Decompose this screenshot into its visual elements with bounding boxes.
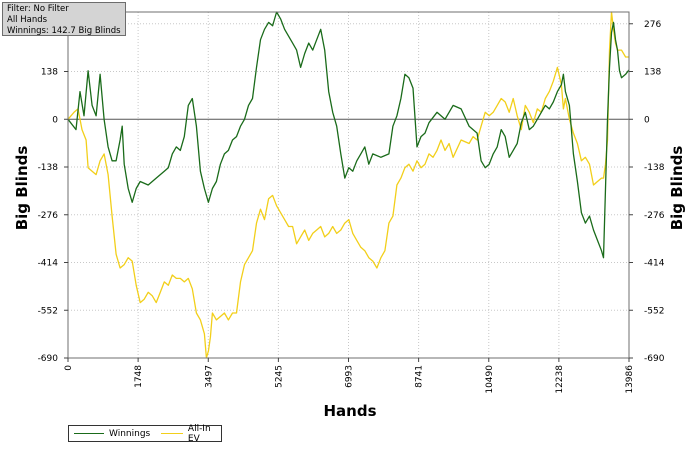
legend-swatch-winnings — [74, 433, 104, 434]
y-tick-label-right: 276 — [644, 20, 661, 30]
x-tick-label: 13986 — [625, 365, 635, 394]
y-tick-label-right: -276 — [644, 211, 665, 221]
series-group — [67, 11, 630, 359]
legend-label-winnings: Winnings — [109, 428, 151, 439]
legend-item-winnings: Winnings — [74, 429, 150, 439]
chart-frame — [64, 11, 633, 362]
filter-info-box: Filter: No Filter All Hands Winnings: 14… — [2, 2, 126, 36]
y-tick-label-left: 138 — [41, 68, 58, 78]
y-tick-label-right: -138 — [644, 163, 665, 173]
legend-item-allin-ev: All-In EV — [161, 424, 215, 444]
legend: Winnings All-In EV — [68, 424, 222, 444]
x-axis-title: Hands — [323, 402, 376, 420]
y-tick-label-right: -414 — [644, 259, 665, 269]
y-axis-title-left: Big Blinds — [13, 146, 31, 231]
x-tick-label: 10490 — [485, 365, 495, 394]
x-tick-label: 12238 — [555, 365, 565, 394]
x-tick-label: 8741 — [415, 365, 425, 388]
y-tick-label-left: -276 — [38, 211, 59, 221]
chart-grid — [68, 12, 629, 359]
y-tick-label-right: -690 — [644, 354, 665, 364]
series-line-allin-ev — [67, 11, 629, 359]
legend-swatch-allin-ev — [161, 433, 183, 434]
y-axis-title-right: Big Blinds — [668, 146, 686, 231]
series-line-winnings — [67, 11, 630, 259]
filter-label: Filter: No Filter — [7, 4, 69, 14]
hands-label: All Hands — [7, 15, 48, 25]
y-tick-label-left: -552 — [38, 306, 58, 316]
winnings-label: Winnings: 142.7 Big Blinds — [7, 26, 121, 36]
y-tick-label-left: -690 — [38, 354, 59, 364]
x-tick-label: 0 — [64, 365, 74, 371]
tick-labels: 0174834975245699387411049012238139862762… — [38, 20, 665, 394]
x-tick-label: 6993 — [345, 365, 355, 388]
x-tick-label: 5245 — [274, 365, 284, 388]
y-tick-label-right: 138 — [644, 68, 661, 78]
y-tick-label-left: 0 — [52, 115, 58, 125]
y-tick-label-right: 0 — [644, 115, 650, 125]
x-tick-label: 3497 — [204, 365, 214, 388]
x-tick-label: 1748 — [134, 365, 144, 388]
legend-label-allin-ev: All-In EV — [187, 423, 211, 444]
y-tick-label-left: -138 — [38, 163, 59, 173]
y-tick-label-left: -414 — [38, 259, 59, 269]
y-tick-label-right: -552 — [644, 306, 664, 316]
